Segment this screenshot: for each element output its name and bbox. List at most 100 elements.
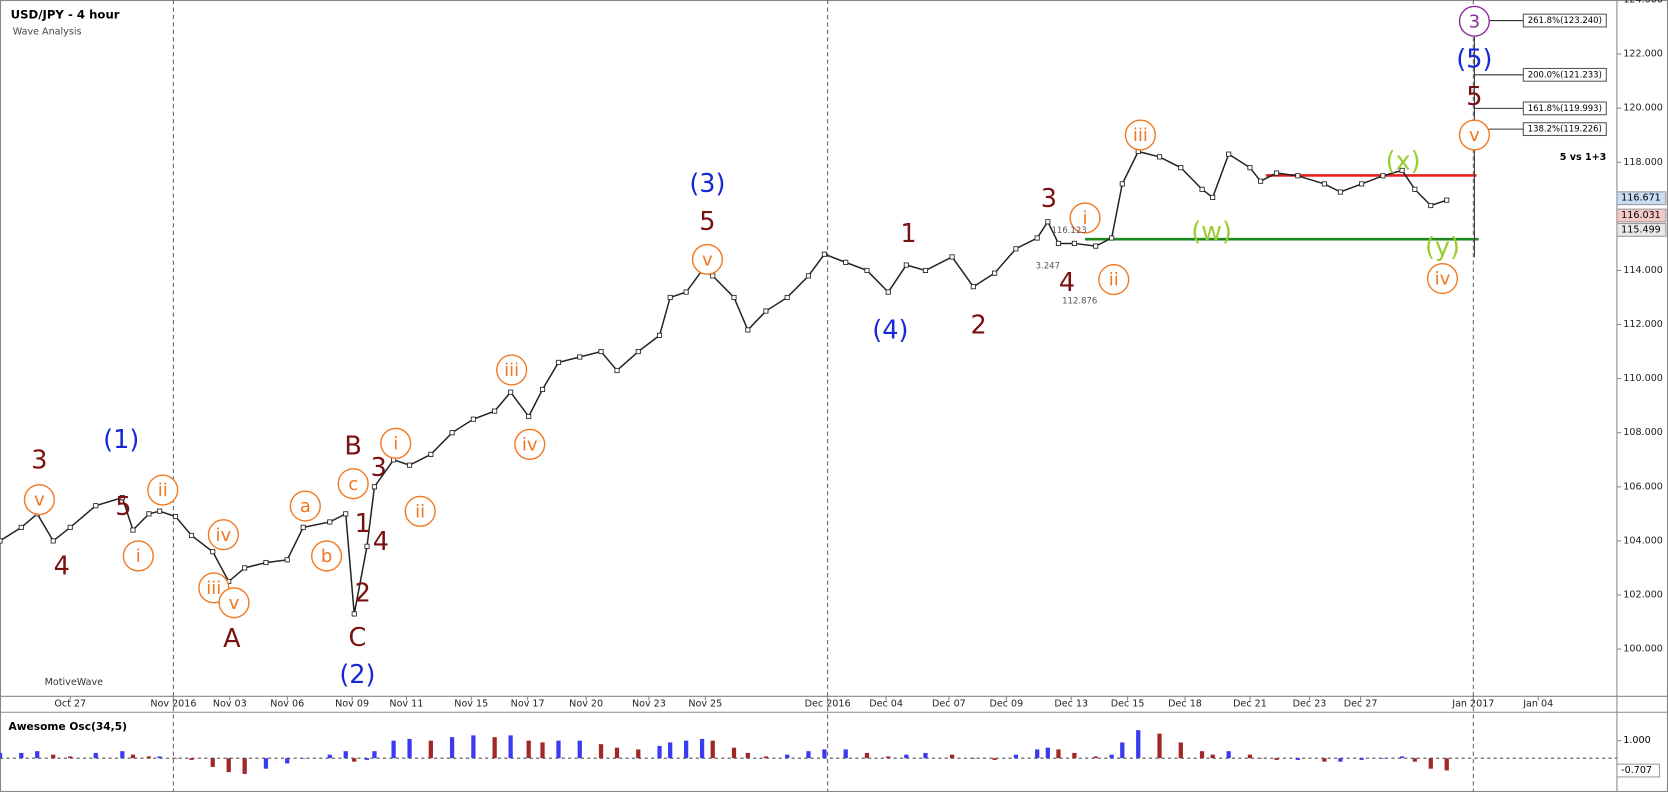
wave-label: b [321,546,332,567]
wave-circle [1069,202,1101,234]
osc-bar [352,758,357,762]
x-tick-label: Dec 2016 [805,698,851,709]
wave-circle [218,587,250,619]
osc-bar [492,737,497,759]
price-bar [1178,165,1184,171]
price-bar [508,389,514,395]
osc-bar [1322,758,1327,762]
osc-bar [1178,742,1183,759]
price-bar [172,514,179,520]
price-tag [1616,208,1667,223]
x-tick-label: Nov 23 [632,698,666,709]
price-bar [371,484,378,490]
price-bar [1093,243,1099,249]
wave-label: (y) [1425,233,1460,263]
wave-label: 4 [54,552,70,582]
y-tick-label: 112.000 [1623,319,1663,330]
price-bar [821,251,827,257]
osc-bar [449,737,455,759]
osc-bar [471,735,476,759]
osc-bar [1072,752,1077,759]
x-tick-label: Nov 20 [569,698,603,709]
y-tick-label: 124.000 [1623,0,1663,5]
wave-circle [1458,119,1490,151]
price-tag-label: 116.671 [1621,193,1661,204]
price-bar [1199,186,1205,192]
osc-bar [684,740,689,759]
price-bar [130,527,136,533]
price-bar [949,254,955,260]
x-tick-label: Nov 09 [335,698,369,709]
osc-bar [301,758,306,759]
osc-bar [971,758,976,759]
price-bar [300,524,306,530]
price-bar [555,359,562,365]
osc-bar [189,758,194,760]
y-tick-label: 102.000 [1623,589,1663,600]
osc-bar [1258,758,1263,759]
wave-label: (4) [872,316,908,346]
osc-bar [372,751,377,759]
price-bar [449,430,455,436]
osc-bar [508,735,513,759]
x-tick-label: Nov 06 [270,698,304,709]
wave-label: 3 [31,445,47,475]
price-bar [1045,219,1051,225]
osc-bar [1274,758,1279,760]
measure-label: 3.247 [1036,261,1060,271]
osc-bar [210,758,215,767]
price-bar [1258,178,1264,184]
osc-bar [1380,758,1386,759]
price-bar [683,289,689,295]
price-bar [784,294,790,301]
price-bar [157,508,163,514]
osc-bar [731,747,737,759]
wave-label: B [344,432,362,462]
wave-circle [122,540,154,572]
price-bar [0,538,3,544]
wave-circle [404,495,436,527]
osc-bar [1109,754,1114,759]
osc-bar [51,754,56,759]
price-bar [343,511,349,517]
osc-bar [785,754,790,759]
price-bar [1337,189,1343,195]
osc-bar [904,754,909,759]
wave-label: iv [1435,269,1451,290]
wave-circle [380,427,412,459]
osc-bar [0,752,3,759]
osc-bar [763,756,769,759]
wave-label: 1 [900,219,916,249]
price-bar [1210,194,1216,200]
osc-bar [1247,754,1253,759]
price-bar [1055,240,1062,246]
watermark: MotiveWave [45,677,103,688]
wave-label: 2 [971,310,987,340]
price-bar [667,294,673,301]
x-tick-label: Dec 15 [1111,698,1145,709]
price-bar [1119,181,1125,187]
wave-label: v [229,593,240,614]
osc-bar [1013,754,1019,759]
wave-label: iii [1133,125,1148,146]
y-tick-label: 106.000 [1623,481,1663,492]
osc-bar [19,752,24,759]
wave-circle [1458,5,1490,37]
osc-bar [242,758,247,774]
x-tick-label: Jan 2017 [1451,698,1494,709]
osc-bar [364,758,370,760]
x-tick-label: Dec 18 [1168,698,1202,709]
x-tick-label: Nov 15 [454,698,488,709]
osc-bar [1210,754,1215,759]
wave-label: 3 [1041,184,1057,214]
y-tick-label: 100.000 [1623,644,1663,655]
price-bar [1359,181,1365,187]
chart-title: USD/JPY - 4 hour [11,7,120,21]
wave-circle [23,484,55,516]
price-bar [50,538,56,544]
x-tick-label: Nov 2016 [150,698,196,709]
osc-bar [1199,751,1205,759]
x-tick-label: Nov 03 [213,698,247,709]
price-bar [805,273,812,279]
